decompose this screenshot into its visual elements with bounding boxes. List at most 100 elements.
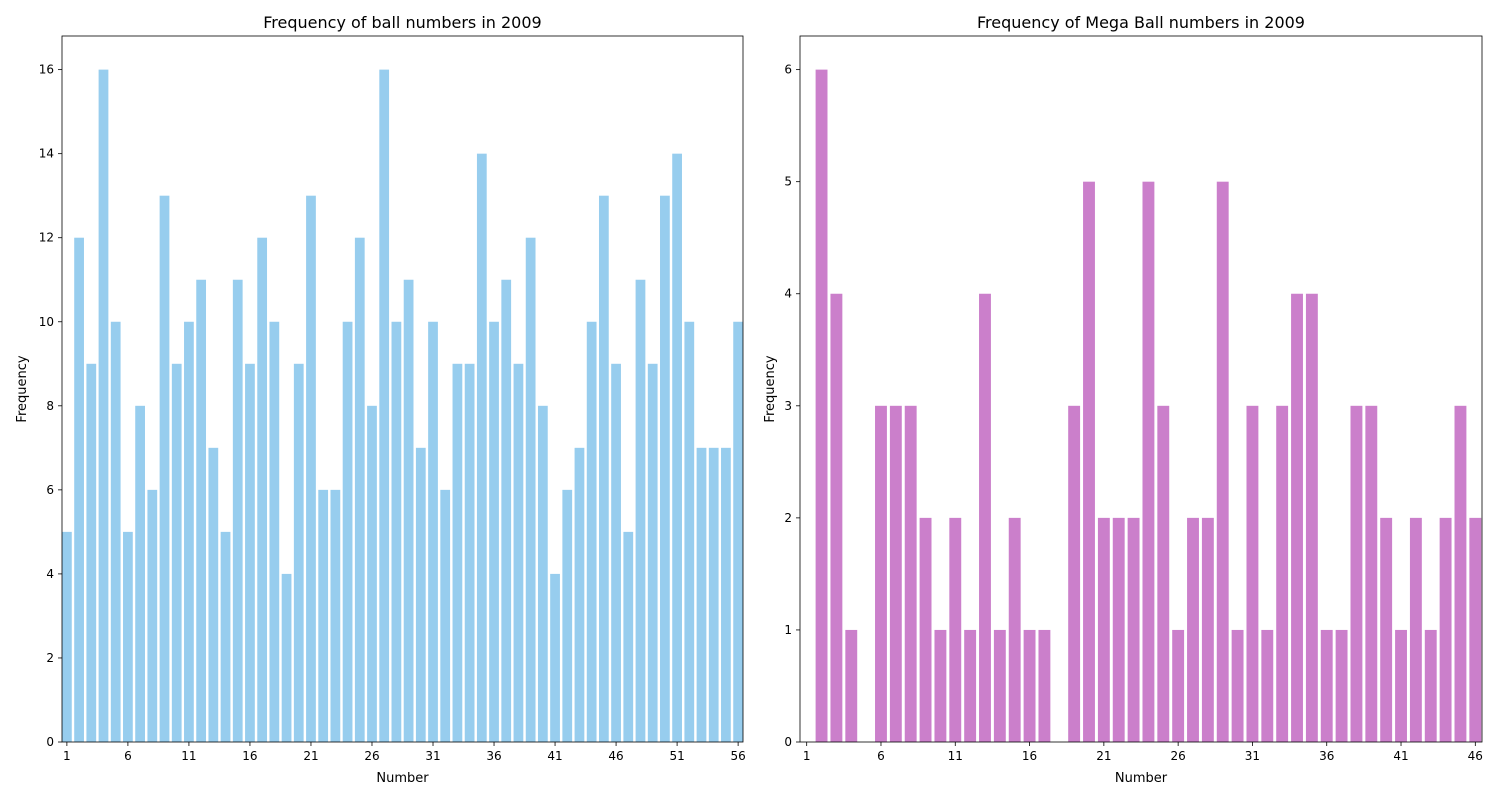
x-tick-label-26: 26 bbox=[1171, 749, 1186, 763]
bar-32 bbox=[440, 489, 451, 742]
chart-title: Frequency of ball numbers in 2009 bbox=[263, 13, 541, 32]
bar-19 bbox=[1068, 405, 1081, 742]
bar-40 bbox=[1380, 517, 1393, 742]
bar-50 bbox=[660, 195, 670, 742]
bar-10 bbox=[171, 363, 182, 742]
bar-46 bbox=[611, 363, 621, 742]
bar-24 bbox=[1142, 181, 1155, 742]
bar-47 bbox=[623, 531, 634, 742]
y-tick-label-0: 0 bbox=[46, 735, 54, 749]
bar-8 bbox=[147, 489, 158, 742]
bar-39 bbox=[1365, 405, 1378, 742]
y-axis-label: Frequency bbox=[15, 355, 30, 422]
bar-13 bbox=[208, 447, 219, 742]
bar-37 bbox=[501, 279, 512, 742]
bar-43 bbox=[1424, 629, 1437, 742]
x-tick-label-6: 6 bbox=[124, 749, 132, 763]
x-tick-label-6: 6 bbox=[877, 749, 885, 763]
y-tick-label-14: 14 bbox=[39, 147, 54, 161]
bar-3 bbox=[830, 293, 843, 742]
bar-12 bbox=[196, 279, 207, 742]
y-tick-label-1: 1 bbox=[784, 623, 792, 637]
bar-46 bbox=[1469, 517, 1482, 742]
bar-41 bbox=[550, 573, 560, 742]
bar-27 bbox=[1187, 517, 1199, 742]
bar-33 bbox=[1276, 405, 1289, 742]
bar-51 bbox=[672, 153, 682, 743]
bar-4 bbox=[98, 69, 109, 743]
x-tick-label-31: 31 bbox=[425, 749, 440, 763]
x-tick-label-11: 11 bbox=[948, 749, 963, 763]
bar-8 bbox=[904, 405, 917, 742]
bar-25 bbox=[354, 237, 365, 742]
bar-41 bbox=[1395, 629, 1407, 742]
chart-title: Frequency of Mega Ball numbers in 2009 bbox=[977, 13, 1305, 32]
bar-6 bbox=[875, 405, 887, 742]
x-tick-label-21: 21 bbox=[1096, 749, 1111, 763]
y-tick-label-10: 10 bbox=[39, 315, 54, 329]
bar-9 bbox=[159, 195, 170, 742]
bar-14 bbox=[993, 629, 1006, 742]
bar-26 bbox=[1172, 629, 1185, 742]
bar-19 bbox=[281, 573, 292, 742]
bar-5 bbox=[110, 321, 121, 742]
x-tick-label-21: 21 bbox=[303, 749, 318, 763]
x-tick-label-56: 56 bbox=[730, 749, 745, 763]
bar-24 bbox=[342, 321, 353, 742]
bar-37 bbox=[1335, 629, 1348, 742]
bar-20 bbox=[1083, 181, 1095, 742]
bar-21 bbox=[306, 195, 316, 742]
bar-11 bbox=[184, 321, 194, 742]
bar-34 bbox=[464, 363, 475, 742]
bar-32 bbox=[1261, 629, 1274, 742]
bar-21 bbox=[1097, 517, 1110, 742]
bar-2 bbox=[815, 69, 828, 743]
bar-31 bbox=[1246, 405, 1259, 742]
bar-10 bbox=[934, 629, 947, 742]
x-tick-label-36: 36 bbox=[486, 749, 501, 763]
bar-30 bbox=[1231, 629, 1244, 742]
y-tick-label-5: 5 bbox=[784, 175, 792, 189]
y-tick-label-6: 6 bbox=[784, 63, 792, 77]
x-tick-label-16: 16 bbox=[242, 749, 257, 763]
bar-17 bbox=[257, 237, 268, 742]
bar-48 bbox=[635, 279, 646, 742]
x-tick-label-1: 1 bbox=[803, 749, 811, 763]
bar-49 bbox=[647, 363, 658, 742]
bar-25 bbox=[1157, 405, 1170, 742]
bar-52 bbox=[684, 321, 695, 742]
bar-44 bbox=[586, 321, 597, 742]
x-tick-label-36: 36 bbox=[1319, 749, 1334, 763]
bar-34 bbox=[1291, 293, 1303, 742]
bar-28 bbox=[1201, 517, 1214, 742]
bar-18 bbox=[269, 321, 280, 742]
bar-22 bbox=[318, 489, 329, 742]
y-tick-label-4: 4 bbox=[46, 567, 54, 581]
ball-frequency-chart: Frequency of ball numbers in 2009 1 6 11 16… bbox=[15, 13, 746, 786]
bar-20 bbox=[293, 363, 304, 742]
bar-23 bbox=[330, 489, 341, 742]
bar-3 bbox=[86, 363, 97, 742]
bar-1 bbox=[62, 531, 72, 742]
mega-ball-frequency-chart: Frequency of Mega Ball numbers in 2009 1… bbox=[763, 13, 1483, 786]
x-tick-label-16: 16 bbox=[1022, 749, 1037, 763]
bar-13 bbox=[979, 293, 991, 742]
x-axis-label: Number bbox=[376, 771, 429, 786]
x-tick-label-1: 1 bbox=[63, 749, 71, 763]
bar-30 bbox=[415, 447, 426, 742]
bar-2 bbox=[74, 237, 84, 742]
bar-7 bbox=[135, 405, 145, 742]
bar-4 bbox=[845, 629, 858, 742]
bar-26 bbox=[367, 405, 377, 742]
bar-7 bbox=[889, 405, 902, 742]
bar-36 bbox=[489, 321, 499, 742]
bar-43 bbox=[574, 447, 585, 742]
bar-23 bbox=[1127, 517, 1140, 742]
y-tick-label-0: 0 bbox=[784, 735, 792, 749]
y-tick-label-6: 6 bbox=[46, 483, 54, 497]
bar-56 bbox=[733, 321, 743, 742]
y-tick-label-2: 2 bbox=[46, 651, 54, 665]
bar-36 bbox=[1320, 629, 1333, 742]
bar-15 bbox=[232, 279, 243, 742]
